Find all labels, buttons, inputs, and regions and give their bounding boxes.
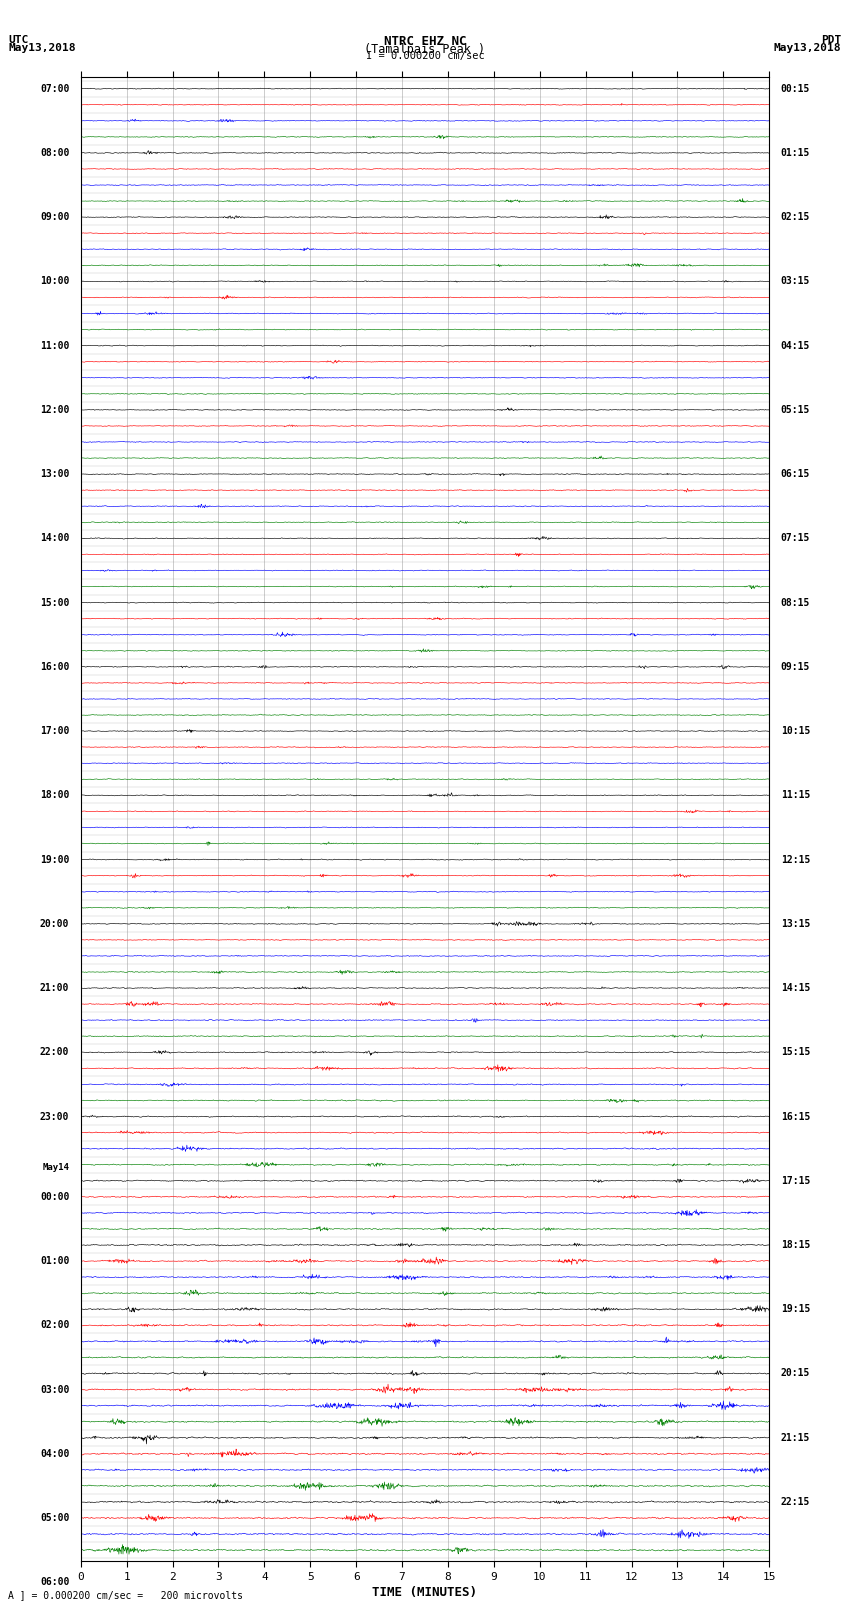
Text: 18:15: 18:15 xyxy=(780,1240,810,1250)
Text: 07:15: 07:15 xyxy=(780,534,810,544)
Text: 09:00: 09:00 xyxy=(40,213,70,223)
Text: May13,2018: May13,2018 xyxy=(774,44,842,53)
Text: 19:00: 19:00 xyxy=(40,855,70,865)
Text: 17:00: 17:00 xyxy=(40,726,70,736)
Text: 16:00: 16:00 xyxy=(40,661,70,673)
Text: 01:00: 01:00 xyxy=(40,1257,70,1266)
Text: 12:15: 12:15 xyxy=(780,855,810,865)
Text: May13,2018: May13,2018 xyxy=(8,44,76,53)
Text: 04:00: 04:00 xyxy=(40,1448,70,1458)
Text: 01:15: 01:15 xyxy=(780,148,810,158)
Text: NTRC EHZ NC: NTRC EHZ NC xyxy=(383,35,467,48)
Text: 06:15: 06:15 xyxy=(780,469,810,479)
Text: 09:15: 09:15 xyxy=(780,661,810,673)
X-axis label: TIME (MINUTES): TIME (MINUTES) xyxy=(372,1586,478,1598)
Text: UTC: UTC xyxy=(8,35,29,45)
Text: 16:15: 16:15 xyxy=(780,1111,810,1121)
Text: 22:15: 22:15 xyxy=(780,1497,810,1507)
Text: (Tamalpais Peak ): (Tamalpais Peak ) xyxy=(365,44,485,56)
Text: 14:15: 14:15 xyxy=(780,982,810,994)
Text: 13:00: 13:00 xyxy=(40,469,70,479)
Text: I = 0.000200 cm/sec: I = 0.000200 cm/sec xyxy=(366,50,484,61)
Text: 20:00: 20:00 xyxy=(40,919,70,929)
Text: 00:00: 00:00 xyxy=(40,1192,70,1202)
Text: 03:15: 03:15 xyxy=(780,276,810,287)
Text: May14: May14 xyxy=(42,1163,70,1173)
Text: 21:15: 21:15 xyxy=(780,1432,810,1442)
Text: 11:00: 11:00 xyxy=(40,340,70,350)
Text: 14:00: 14:00 xyxy=(40,534,70,544)
Text: 03:00: 03:00 xyxy=(40,1384,70,1395)
Text: 18:00: 18:00 xyxy=(40,790,70,800)
Text: 13:15: 13:15 xyxy=(780,919,810,929)
Text: 21:00: 21:00 xyxy=(40,982,70,994)
Text: 06:00: 06:00 xyxy=(40,1578,70,1587)
Text: 02:00: 02:00 xyxy=(40,1321,70,1331)
Text: 17:15: 17:15 xyxy=(780,1176,810,1186)
Text: 15:00: 15:00 xyxy=(40,597,70,608)
Text: 10:15: 10:15 xyxy=(780,726,810,736)
Text: 11:15: 11:15 xyxy=(780,790,810,800)
Text: PDT: PDT xyxy=(821,35,842,45)
Text: 07:00: 07:00 xyxy=(40,84,70,94)
Text: 05:00: 05:00 xyxy=(40,1513,70,1523)
Text: 08:00: 08:00 xyxy=(40,148,70,158)
Text: 10:00: 10:00 xyxy=(40,276,70,287)
Text: 22:00: 22:00 xyxy=(40,1047,70,1057)
Text: A ] = 0.000200 cm/sec =   200 microvolts: A ] = 0.000200 cm/sec = 200 microvolts xyxy=(8,1590,243,1600)
Text: 00:15: 00:15 xyxy=(780,84,810,94)
Text: 20:15: 20:15 xyxy=(780,1368,810,1379)
Text: 23:00: 23:00 xyxy=(40,1111,70,1121)
Text: 02:15: 02:15 xyxy=(780,213,810,223)
Text: 04:15: 04:15 xyxy=(780,340,810,350)
Text: 19:15: 19:15 xyxy=(780,1305,810,1315)
Text: 12:00: 12:00 xyxy=(40,405,70,415)
Text: 15:15: 15:15 xyxy=(780,1047,810,1057)
Text: 05:15: 05:15 xyxy=(780,405,810,415)
Text: 08:15: 08:15 xyxy=(780,597,810,608)
